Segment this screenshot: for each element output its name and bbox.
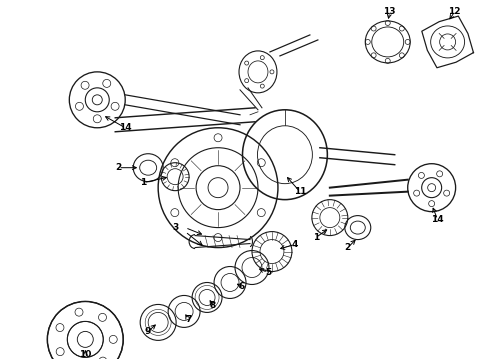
Text: 11: 11	[294, 187, 306, 196]
Text: 7: 7	[185, 315, 191, 324]
Text: 1: 1	[140, 178, 147, 187]
Text: 9: 9	[145, 327, 151, 336]
Text: 10: 10	[79, 350, 92, 359]
Text: 12: 12	[448, 8, 461, 17]
Text: 6: 6	[239, 282, 245, 291]
Text: 4: 4	[292, 240, 298, 249]
Text: 8: 8	[210, 301, 216, 310]
Text: 13: 13	[384, 8, 396, 17]
Text: 2: 2	[344, 243, 351, 252]
Text: 2: 2	[115, 163, 122, 172]
Text: 14: 14	[431, 215, 444, 224]
Text: 14: 14	[119, 123, 131, 132]
Text: 1: 1	[313, 233, 319, 242]
Text: 3: 3	[172, 223, 178, 232]
Text: 5: 5	[265, 268, 271, 277]
